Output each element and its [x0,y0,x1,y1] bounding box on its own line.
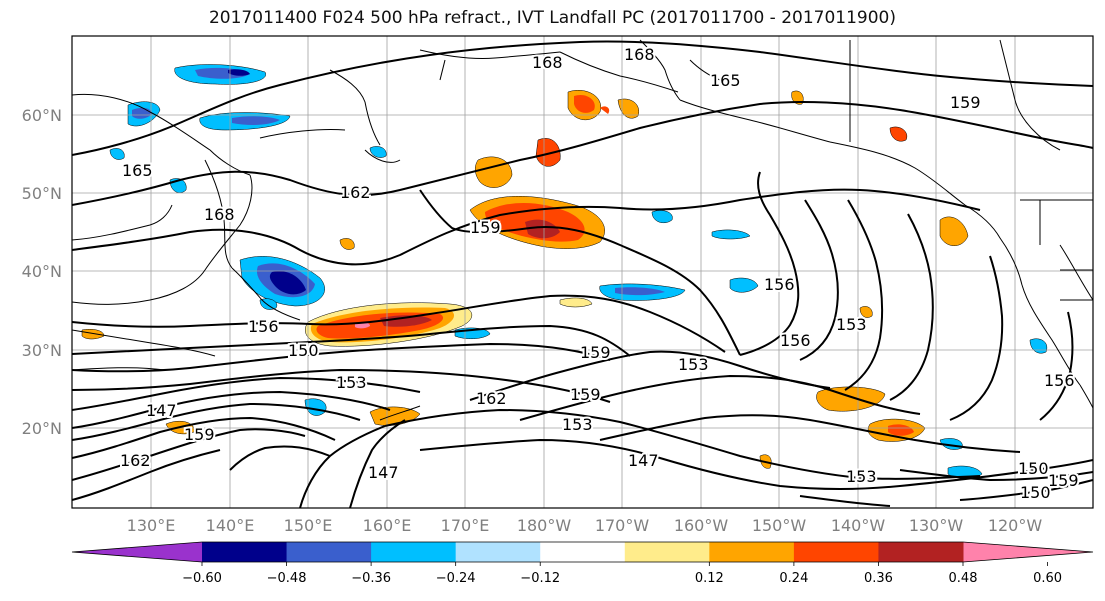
contour-label: 147 [628,451,659,470]
contour-label: 153 [336,373,367,392]
lon-label: 170°E [441,516,490,535]
colorbar-segment [793,542,879,562]
lon-label: 120°W [988,516,1043,535]
colorbar-tick-label: −0.36 [351,571,391,586]
colorbar-tick-label: −0.24 [436,571,476,586]
contour-label: 168 [624,45,655,64]
colorbar-segment [202,542,288,562]
lon-label: 150°E [284,516,333,535]
lat-label: 20°N [22,419,62,438]
lon-label: 180°W [517,516,572,535]
contour-label: 156 [248,317,279,336]
colorbar-tick-label: −0.12 [520,571,560,586]
contour-label: 156 [764,275,795,294]
contour-label: 153 [562,415,593,434]
coastlines [72,39,1093,421]
colorbar-tick-label: 0.12 [695,571,724,586]
contour-label: 153 [678,355,709,374]
contour-label: 159 [470,218,501,237]
lon-label: 130°W [909,516,964,535]
contour-label: 159 [1048,471,1079,490]
colorbar-tick-label: 0.60 [1033,571,1062,586]
lon-label: 150°W [752,516,807,535]
colorbar: −0.60 −0.48 −0.36 −0.24 −0.12 0.12 0.24 0.36 0.4… [71,541,1094,586]
colorbar-extend-max [963,542,1093,562]
lat-label: 40°N [22,262,62,281]
map-title: 2017011400 F024 500 hPa refract., IVT La… [208,8,896,28]
lon-label: 170°W [595,516,650,535]
colorbar-segment [455,542,541,562]
contour-label: 165 [710,71,741,90]
colorbar-tick-label: −0.48 [267,571,307,586]
colorbar-tick-label: 0.36 [864,571,893,586]
contour-label: 150 [288,341,319,360]
colorbar-extend-min [72,542,202,562]
plot-frame [71,35,1094,509]
contour-label: 150 [1018,459,1049,478]
colorbar-segment [624,542,710,562]
contour-label: 162 [120,451,151,470]
lat-label: 30°N [22,341,62,360]
colorbar-segment [709,542,795,562]
contour-label: 147 [146,401,177,420]
contour-label: 168 [532,53,563,72]
contour-label: 159 [570,385,601,404]
contour-label: 147 [368,463,399,482]
contour-label: 159 [184,425,215,444]
lon-label: 160°E [363,516,412,535]
colorbar-segment [540,542,626,562]
negative-anomaly-shading [109,64,1048,479]
contour-label: 162 [476,389,507,408]
lat-label: 50°N [22,184,62,203]
lon-label: 140°W [831,516,886,535]
contour-label: 156 [1044,371,1075,390]
contour-label: 162 [340,183,371,202]
colorbar-tick-label: 0.48 [949,571,978,586]
contour-lines [72,40,1093,508]
lon-label: 130°E [127,516,176,535]
contour-label: 153 [836,315,867,334]
contour-label: 156 [780,331,811,350]
colorbar-segment [286,542,372,562]
lon-label: 160°W [674,516,729,535]
longitude-labels: 130°E 140°E 150°E 160°E 170°E 180°W 170°… [127,516,1043,535]
latitude-labels: 60°N 50°N 40°N 30°N 20°N [22,106,62,438]
lon-label: 140°E [206,516,255,535]
contour-label: 168 [204,205,235,224]
contour-label: 159 [950,93,981,112]
contour-labels: 165 168 162 159 156 150 147 153 162 159 … [118,43,1081,504]
lat-label: 60°N [22,106,62,125]
colorbar-tick-label: −0.60 [182,571,222,586]
contour-label: 153 [846,467,877,486]
colorbar-tick-label: 0.24 [779,571,808,586]
colorbar-segment [371,542,457,562]
contour-label: 159 [580,343,611,362]
colorbar-segment [878,542,964,562]
contour-label: 150 [1020,483,1051,502]
contour-label: 165 [122,161,153,180]
